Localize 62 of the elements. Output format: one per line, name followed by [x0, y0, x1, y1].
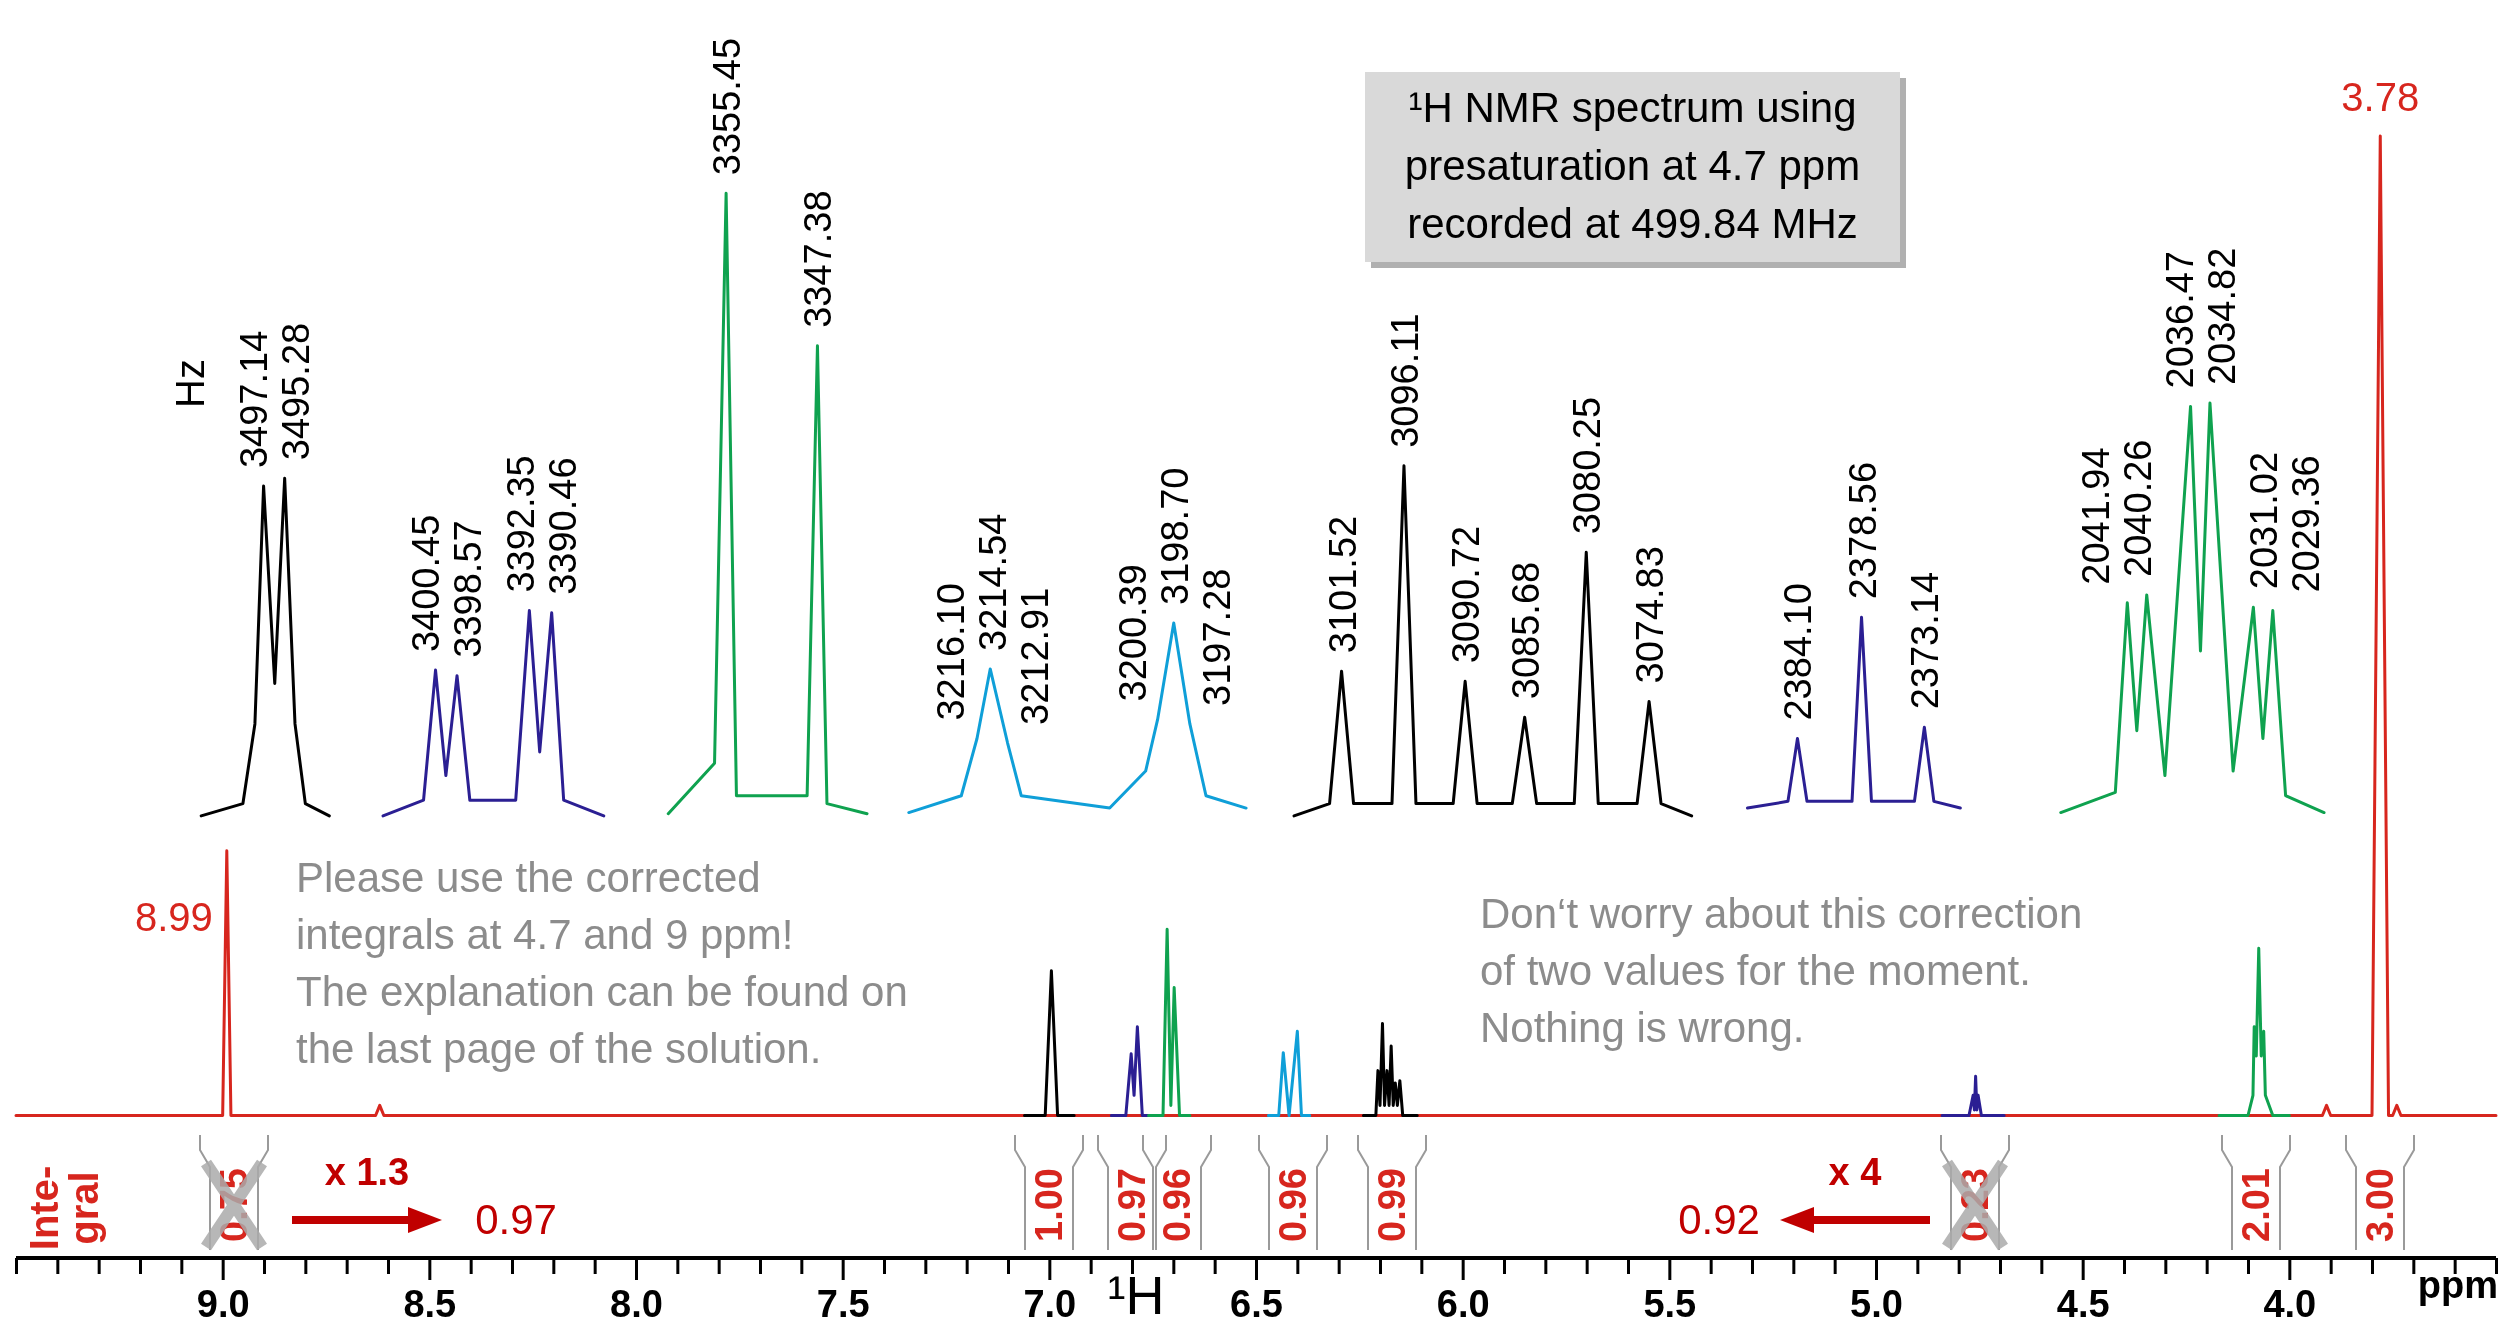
x-tick-label: 7.5: [816, 1282, 870, 1325]
x-tick-label: 8.0: [610, 1282, 663, 1325]
annotation: Don‘t worry about this correction of two values for the moment. Nothing is wrong.: [1480, 890, 2083, 1051]
annotation: 2041.94: [2075, 447, 2118, 585]
x-tick-label: 6.0: [1436, 1282, 1490, 1325]
annotation: 8.99: [134, 894, 213, 939]
annotation: 3197.28: [1195, 568, 1238, 706]
annotation: 3392.35: [499, 455, 542, 593]
annotation: 3085.68: [1504, 561, 1547, 700]
annotation: 3198.70: [1153, 467, 1196, 605]
annotation: x 4: [1828, 1151, 1882, 1193]
annotation: 3074.83: [1629, 546, 1672, 684]
annotation: 3080.25: [1566, 396, 1609, 535]
x-tick-label: 6.5: [1230, 1282, 1283, 1325]
annotation: 3390.46: [541, 457, 584, 595]
x-tick-label: 8.5: [403, 1282, 457, 1325]
annotation: 3096.11: [1383, 313, 1426, 448]
x-tick-label: 4.5: [2056, 1282, 2110, 1325]
annotation: 3200.39: [1111, 564, 1154, 702]
annotation: 2378.56: [1841, 461, 1884, 600]
x-tick-label: 9.0: [196, 1282, 250, 1325]
annotation: Please use the corrected integrals at 4.7 and 9 ppm! The explanation can be found on the last page of the solution.: [296, 854, 908, 1072]
annotation: 0.92: [1678, 1195, 1760, 1243]
annotation: 3355.45: [706, 37, 749, 176]
annotation: 0.96: [1156, 1168, 1198, 1242]
annotation: 0.75: [213, 1168, 255, 1242]
annotation: 3101.52: [1321, 515, 1364, 654]
annotation: 0.97: [475, 1195, 557, 1243]
annotation: 2384.10: [1777, 583, 1820, 721]
annotation: 3214.54: [971, 513, 1014, 651]
annotation: Hz: [168, 359, 212, 408]
annotation: 0.96: [1272, 1168, 1314, 1242]
annotation: 2034.82: [2201, 247, 2244, 386]
annotation: ¹H NMR spectrum using presaturation at 4.7 ppm recorded at 499.84 MHz: [1404, 84, 1861, 247]
annotation: 3.00: [2359, 1168, 2401, 1242]
x-tick-label: 5.0: [1850, 1282, 1903, 1325]
annotation: 3216.10: [929, 583, 972, 721]
x-tick-label: 4.0: [2263, 1282, 2317, 1325]
annotation: x 1.3: [324, 1151, 410, 1193]
x-tick-label: 7.0: [1023, 1282, 1077, 1325]
annotation: 3347.38: [797, 190, 840, 328]
annotation: 2031.02: [2243, 451, 2286, 590]
annotation: 3400.45: [405, 514, 448, 653]
annotation: 0.23: [1954, 1168, 1996, 1242]
annotation: 2373.14: [1904, 571, 1947, 710]
annotation: Inte- gral: [22, 1165, 106, 1251]
annotation: 3495.28: [275, 322, 318, 461]
annotation: 2.01: [2235, 1168, 2277, 1242]
annotation: 2040.26: [2117, 439, 2160, 577]
annotation: 3.78: [2341, 75, 2420, 119]
annotation: 1.00: [1028, 1168, 1070, 1242]
x-tick-label: 5.5: [1643, 1282, 1697, 1325]
annotation: 0.97: [1111, 1168, 1153, 1242]
annotation: 2029.36: [2285, 455, 2328, 593]
annotation: 0.99: [1371, 1168, 1413, 1242]
annotation: 3497.14: [233, 330, 276, 469]
annotation: 3398.57: [447, 520, 490, 658]
x-axis-title: ¹H: [1107, 1265, 1165, 1325]
annotation: 2036.47: [2159, 251, 2202, 389]
annotation: 3212.91: [1013, 587, 1056, 725]
annotation: 3090.72: [1445, 525, 1488, 664]
text: ppm: [2417, 1264, 2498, 1306]
